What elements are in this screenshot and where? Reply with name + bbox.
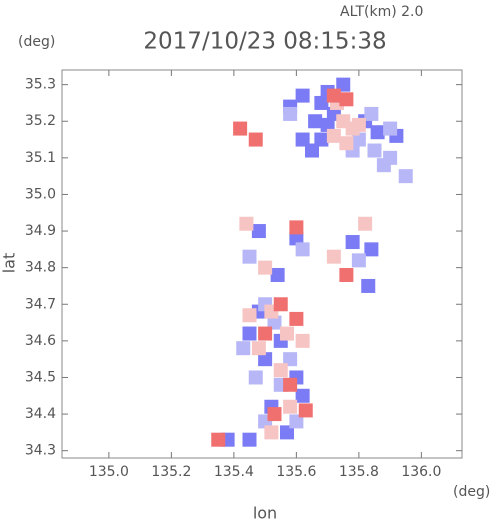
echo-cell [211,432,226,447]
echo-cell [345,235,360,250]
echo-cell [367,143,382,158]
y-tick-label: 35.0 [25,186,56,202]
y-tick-label: 34.3 [25,443,56,459]
echo-cell [370,125,385,140]
echo-cell [251,224,266,239]
echo-cell [283,352,298,367]
echo-cell [283,377,298,392]
y-tick-label: 35.2 [25,113,56,129]
x-tick-label: 135.6 [276,464,316,480]
echo-cell [364,242,379,257]
echo-cell [270,267,285,282]
echo-cell [267,315,282,330]
header: ALT(km) 2.0 [340,4,423,20]
echo-cell [398,169,413,184]
echo-cell [295,132,310,147]
echo-cell [289,220,304,235]
echo-cell [242,326,257,341]
echo-cell [295,333,310,348]
echo-cell [280,326,294,341]
echo-cell [298,403,313,418]
echo-cell [242,249,257,264]
echo-cell [351,117,366,132]
y-tick-label: 35.1 [25,150,56,166]
echo-cell [364,106,379,121]
echo-cell [273,297,288,312]
echo-cell [258,326,273,341]
y-tick-label: 34.5 [25,369,56,385]
echo-cell [258,260,273,275]
echo-cell [305,143,319,158]
echo-cell [320,117,335,132]
y-label: lat [0,253,19,274]
echo-cell [326,249,341,264]
echo-cell [383,121,398,136]
y-tick-label: 34.9 [25,223,56,239]
echo-cell [264,425,279,440]
echo-cell [248,370,263,385]
y-unit: (deg) [18,34,55,50]
echo-cell [267,407,282,422]
x-tick-label: 135.8 [339,464,379,480]
y-tick-label: 34.4 [25,406,56,422]
echo-cell [248,132,263,147]
echo-cell [336,77,351,92]
echo-cell [289,414,304,429]
echo-cell [339,92,354,107]
echo-cell [233,121,248,136]
echo-cell [361,278,376,293]
echo-cell [242,308,257,323]
y-tick-label: 34.7 [25,296,56,312]
echo-cell [273,363,288,378]
echo-cell [351,132,366,147]
echo-cell [339,136,354,151]
x-tick-label: 136.0 [401,464,441,480]
echo-cell [326,88,341,103]
echo-cell [283,106,298,121]
x-tick-label: 135.2 [151,464,191,480]
x-tick-label: 135.0 [89,464,129,480]
echo-cell [358,216,373,231]
echo-cell [295,242,310,257]
echo-cell [280,425,294,440]
x-unit: (deg) [453,484,490,500]
echo-cell [295,388,310,403]
echo-cell [383,150,398,165]
y-tick-label: 34.8 [25,260,56,276]
echo-cell [295,88,310,103]
chart-title: 2017/10/23 08:15:38 [143,29,386,55]
echo-cell [283,399,298,414]
echo-cell [339,267,354,282]
x-tick-label: 135.4 [214,464,254,480]
echo-cell [289,311,304,326]
echo-cell [239,216,254,231]
y-tick-label: 34.6 [25,333,56,349]
echo-cell [308,114,323,129]
echo-cell [314,132,329,147]
x-label: lon [253,504,277,521]
echo-cell [326,128,341,143]
echo-cell [251,341,266,356]
echo-cell [242,432,257,447]
echo-cell [351,253,366,268]
echo-cell [258,352,273,367]
echo-cell [289,231,304,246]
echo-cell [314,95,329,110]
y-tick-label: 35.3 [25,77,56,93]
echo-cell [236,341,251,356]
